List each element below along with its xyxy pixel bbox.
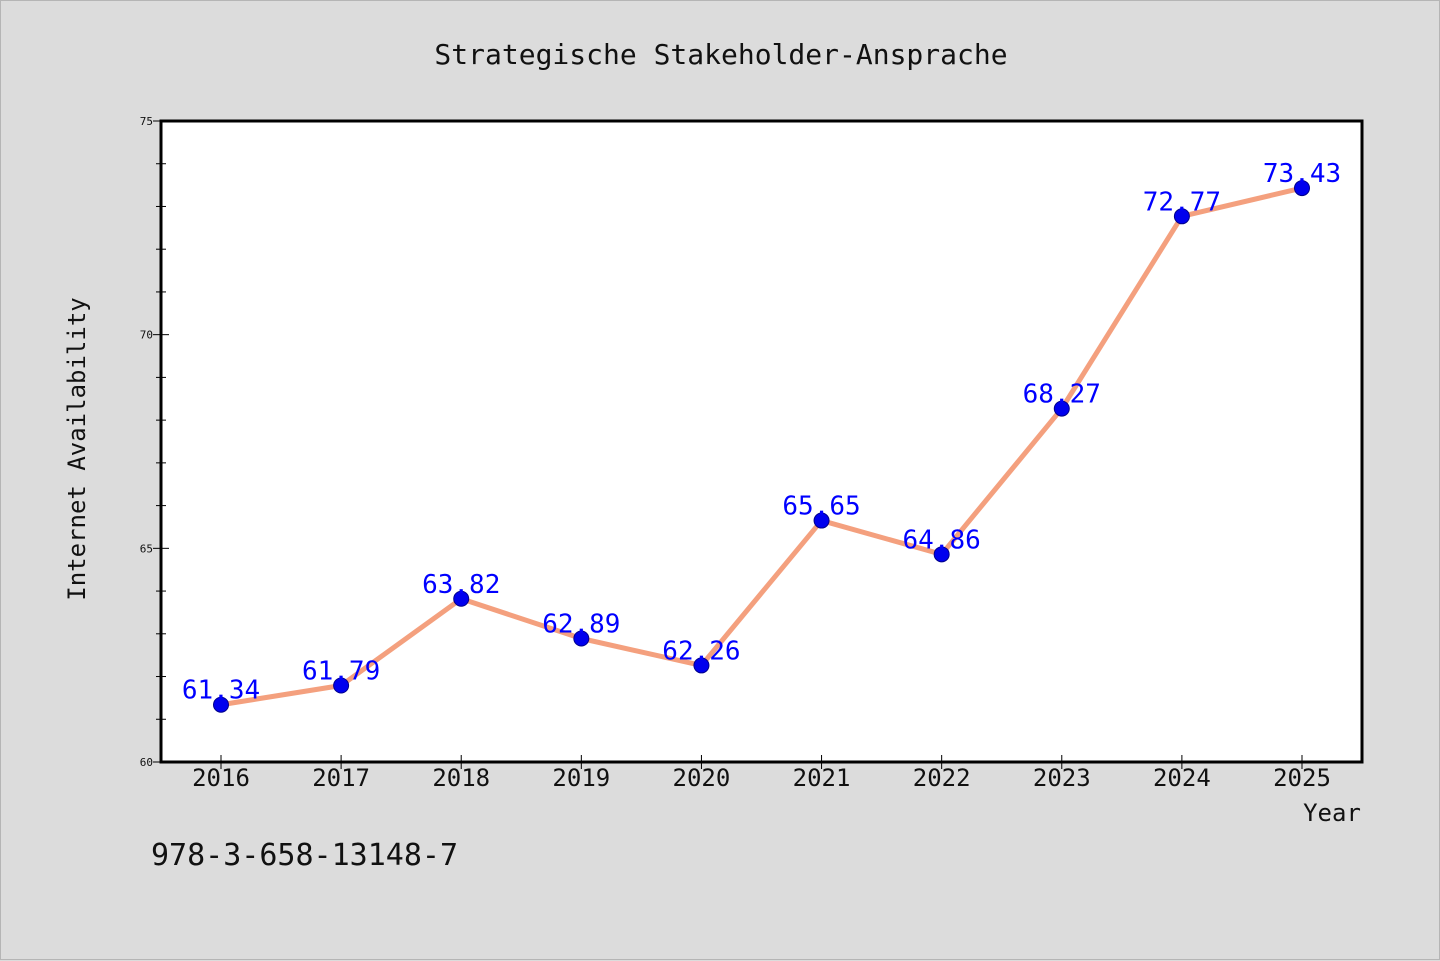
x-tick-label: 2017 bbox=[312, 764, 370, 792]
data-point-2017 bbox=[333, 677, 350, 694]
x-tick-label: 2020 bbox=[673, 764, 731, 792]
data-label-2016: 61.34 bbox=[182, 676, 260, 706]
data-label-2020: 62.26 bbox=[662, 636, 740, 666]
x-tick-label: 2023 bbox=[1033, 764, 1091, 792]
data-label-2023: 68.27 bbox=[1023, 380, 1101, 410]
footer-isbn: 978-3-658-13148-7 bbox=[151, 838, 458, 873]
data-point-2022 bbox=[933, 546, 950, 563]
x-axis-label: Year bbox=[1303, 799, 1361, 827]
data-label-2025: 73.43 bbox=[1263, 159, 1341, 189]
data-label-2018: 63.82 bbox=[422, 570, 500, 600]
data-label-2021: 65.65 bbox=[782, 492, 860, 522]
data-point-2024 bbox=[1173, 208, 1190, 225]
x-tick-label: 2019 bbox=[552, 764, 610, 792]
data-point-2021 bbox=[813, 512, 830, 529]
x-tick-label: 2021 bbox=[793, 764, 851, 792]
y-tick-label: 60 bbox=[140, 756, 153, 769]
y-axis: 60 65 70 75 bbox=[140, 115, 169, 769]
data-label-2022: 64.86 bbox=[903, 525, 981, 555]
data-label-2017: 61.79 bbox=[302, 657, 380, 687]
data-label-2019: 62.89 bbox=[542, 610, 620, 640]
data-point-2016 bbox=[213, 696, 229, 713]
data-point-2020 bbox=[693, 657, 710, 674]
data-label-2024: 72.77 bbox=[1143, 187, 1221, 217]
y-tick-label: 70 bbox=[140, 329, 153, 342]
x-tick-label: 2018 bbox=[432, 764, 490, 792]
y-tick-label: 75 bbox=[140, 115, 153, 128]
chart-title: Strategische Stakeholder-Ansprache bbox=[434, 38, 1007, 71]
data-point-2018 bbox=[453, 590, 470, 607]
y-tick-label: 65 bbox=[140, 542, 153, 555]
y-axis-label: Internet Availability bbox=[63, 297, 91, 600]
data-point-2025 bbox=[1294, 180, 1310, 197]
x-tick-label: 2024 bbox=[1153, 764, 1211, 792]
series-line bbox=[220, 185, 1303, 708]
data-point-2023 bbox=[1053, 400, 1070, 417]
x-axis: 2016 2017 2018 2019 2020 2021 2022 2023 2024 2025 bbox=[192, 755, 1331, 792]
x-tick-label: 2016 bbox=[192, 764, 250, 792]
data-point-2019 bbox=[573, 630, 590, 647]
plot-area bbox=[159, 119, 1364, 764]
data-points bbox=[213, 180, 1310, 713]
x-tick-label: 2022 bbox=[913, 764, 971, 792]
x-tick-label: 2025 bbox=[1273, 764, 1331, 792]
data-labels: 61.34 61.79 63.82 62.89 62.26 65.65 64.86 68.27… bbox=[182, 159, 1341, 706]
